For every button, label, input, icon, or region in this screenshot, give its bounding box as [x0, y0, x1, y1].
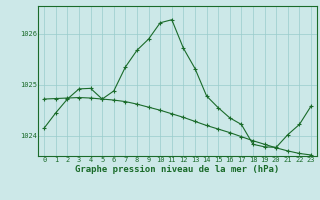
- X-axis label: Graphe pression niveau de la mer (hPa): Graphe pression niveau de la mer (hPa): [76, 165, 280, 174]
